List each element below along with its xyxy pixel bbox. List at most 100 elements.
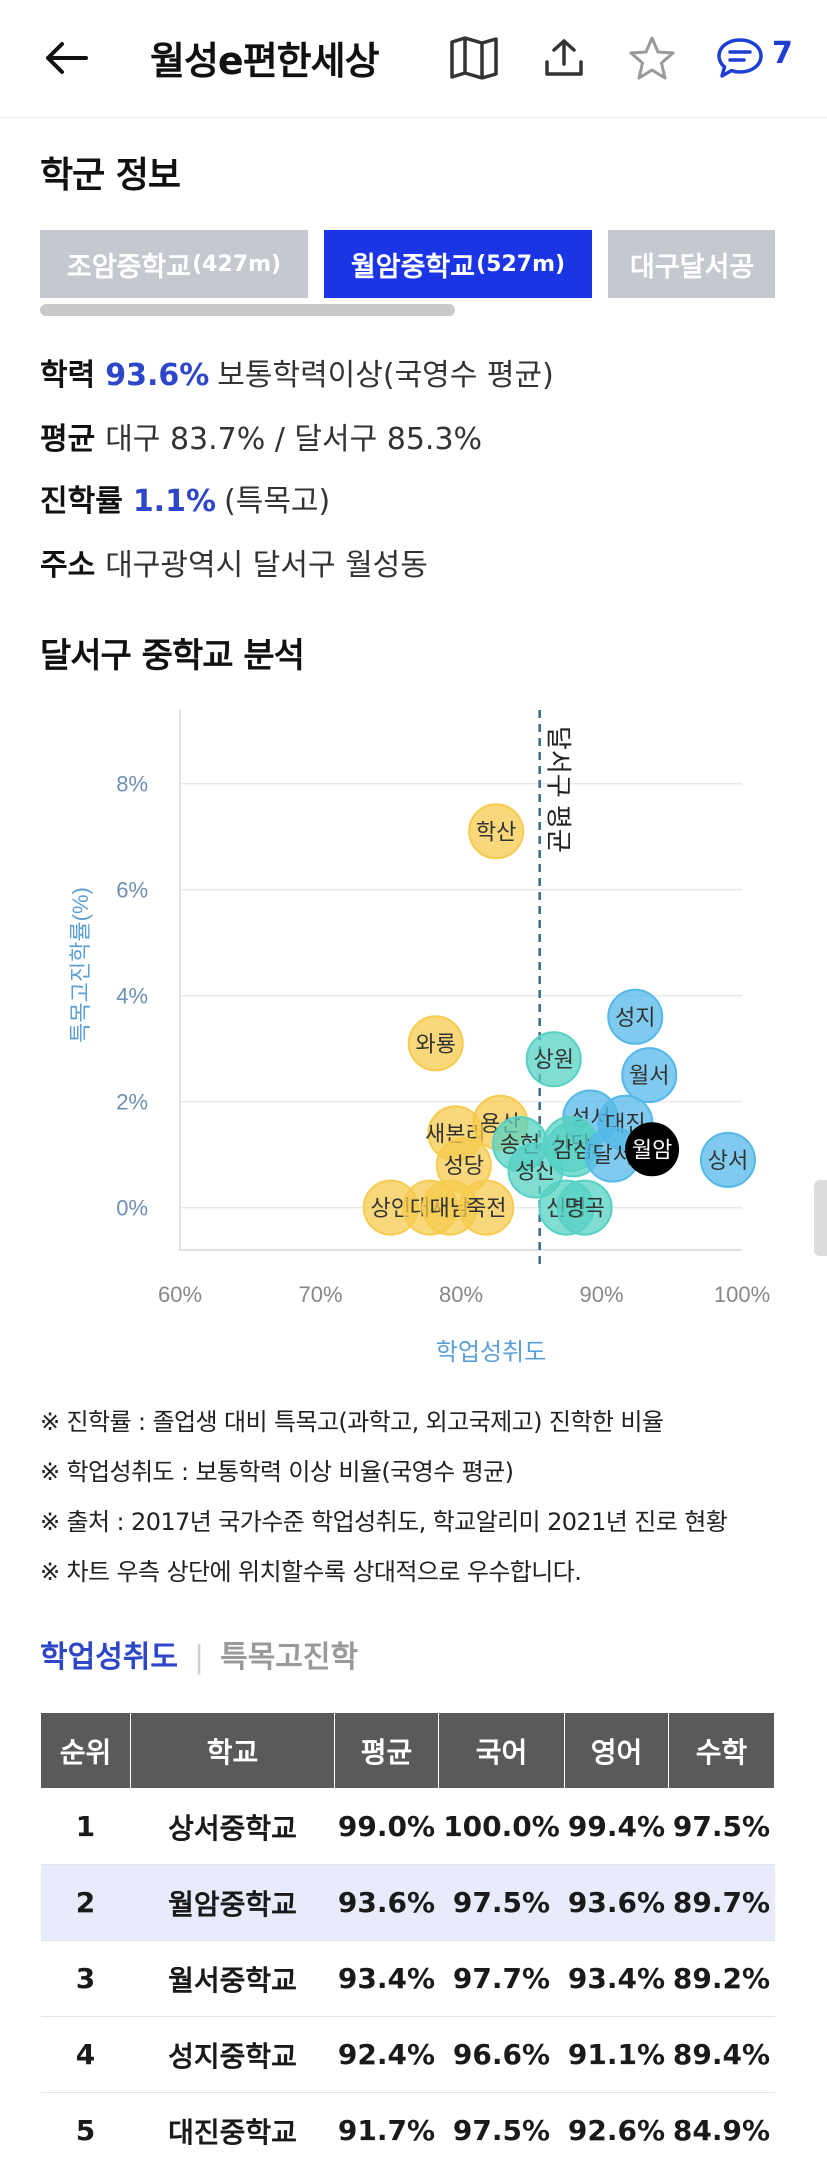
korean-cell: 96.6% xyxy=(438,2016,565,2093)
tab-scrollbar[interactable] xyxy=(40,304,455,316)
english-cell: 93.6% xyxy=(564,1864,669,1941)
table-row[interactable]: 5 대진중학교 91.7% 97.5% 92.6% 84.9% xyxy=(40,2092,775,2161)
tab-school-2[interactable]: 월암중학교 (527m) xyxy=(324,230,592,298)
table-row-highlighted[interactable]: 2 월암중학교 93.6% 97.5% 93.6% 89.7% xyxy=(40,1864,775,1941)
info-row-achievement: 학력 93.6% 보통학력이상(국영수 평균) xyxy=(40,350,554,394)
ranking-subtabs: 학업성취도 | 특목고진학 xyxy=(40,1632,358,1676)
y-tick-label: 0% xyxy=(116,1196,148,1221)
avg-cell: 93.4% xyxy=(334,1940,439,2017)
info-text: 보통학력이상(국영수 평균) xyxy=(217,358,554,393)
y-tick-label: 4% xyxy=(116,984,148,1009)
school-cell: 월암중학교 xyxy=(130,1864,335,1941)
english-cell: 93.4% xyxy=(564,1940,669,2017)
x-tick-label: 80% xyxy=(439,1282,483,1307)
info-row-advancement: 진학률 1.1% (특목고) xyxy=(40,476,330,520)
data-point-label: 월서 xyxy=(629,1063,669,1088)
data-point xyxy=(458,1179,515,1236)
tab-school-1[interactable]: 조암중학교 (427m) xyxy=(40,230,308,298)
x-tick-label: 70% xyxy=(298,1282,342,1307)
data-point-label: 죽전 xyxy=(466,1196,506,1221)
column-header: 순위 xyxy=(40,1712,131,1789)
data-point xyxy=(607,988,664,1045)
rank-cell: 1 xyxy=(40,1788,131,1865)
comment-count: 7 xyxy=(772,36,793,71)
info-text: 대구광역시 달서구 월성동 xyxy=(105,548,428,583)
data-point-label: 학산 xyxy=(476,819,516,844)
column-header: 학교 xyxy=(130,1712,335,1789)
y-tick-label: 2% xyxy=(116,1090,148,1115)
x-axis-label: 학업성취도 xyxy=(436,1339,546,1366)
tab-school-name: 월암중학교 xyxy=(350,251,476,283)
info-row-average: 평균 대구 83.7% / 달서구 85.3% xyxy=(40,414,482,458)
column-header: 국어 xyxy=(438,1712,565,1789)
column-header: 수학 xyxy=(668,1712,775,1789)
data-point xyxy=(625,1122,680,1177)
avg-cell: 93.6% xyxy=(334,1864,439,1941)
analysis-title: 달서구 중학교 분석 xyxy=(40,636,305,676)
back-arrow-icon[interactable] xyxy=(36,28,96,88)
y-tick-label: 6% xyxy=(116,878,148,903)
x-tick-label: 60% xyxy=(158,1282,202,1307)
subtab-achievement[interactable]: 학업성취도 xyxy=(40,1640,178,1675)
x-tick-label: 90% xyxy=(579,1282,623,1307)
english-cell: 99.4% xyxy=(564,1788,669,1865)
tab-school-distance: (427m) xyxy=(192,251,282,277)
share-icon[interactable] xyxy=(534,28,594,88)
tab-school-3[interactable]: 대구달서공 xyxy=(608,230,775,298)
info-key: 학력 xyxy=(40,358,96,393)
data-point xyxy=(699,1131,756,1188)
data-point-label: 상원 xyxy=(533,1047,573,1072)
english-cell: 91.1% xyxy=(564,2016,669,2093)
data-point xyxy=(525,1031,582,1088)
data-point-label: 상서 xyxy=(708,1148,748,1173)
page-title: 월성e편한세상 xyxy=(150,39,380,83)
avg-cell: 91.7% xyxy=(334,2092,439,2161)
korean-cell: 97.7% xyxy=(438,1940,565,2017)
data-point xyxy=(468,803,525,860)
subtab-divider: | xyxy=(194,1640,205,1675)
y-tick-label: 8% xyxy=(116,772,148,797)
note-line: ※ 학업성취도 : 보통학력 이상 비율(국영수 평균) xyxy=(40,1458,514,1486)
math-cell: 89.7% xyxy=(668,1864,775,1941)
table-header-row: 순위 학교 평균 국어 영어 수학 xyxy=(40,1712,775,1789)
note-line: ※ 진학률 : 졸업생 대비 특목고(과학고, 외고국제고) 진학한 비율 xyxy=(40,1408,664,1436)
tab-school-name: 대구달서공 xyxy=(630,251,755,283)
table-row[interactable]: 1 상서중학교 99.0% 100.0% 99.4% 97.5% xyxy=(40,1788,775,1865)
math-cell: 97.5% xyxy=(668,1788,775,1865)
scatter-chart: 0% 2% 4% 6% 8% 60% 70% 80% 90% 100% 학업성취도 특목고진학률(%)… xyxy=(68,710,770,1366)
star-icon[interactable] xyxy=(622,28,682,88)
korean-cell: 100.0% xyxy=(438,1788,565,1865)
rank-cell: 4 xyxy=(40,2016,131,2093)
school-cell: 성지중학교 xyxy=(130,2016,335,2093)
column-header: 평균 xyxy=(334,1712,439,1789)
subtab-special-school[interactable]: 특목고진학 xyxy=(220,1640,359,1675)
english-cell: 92.6% xyxy=(564,2092,669,2161)
reference-line-label: 달서구 평균 xyxy=(544,726,574,853)
rank-cell: 3 xyxy=(40,1940,131,2017)
info-highlight: 1.1% xyxy=(132,484,217,519)
comment-icon[interactable] xyxy=(710,28,770,88)
page-scrollbar[interactable] xyxy=(814,1180,827,1256)
note-line: ※ 차트 우측 상단에 위치할수록 상대적으로 우수합니다. xyxy=(40,1558,582,1586)
x-tick-label: 100% xyxy=(714,1282,770,1307)
ranking-table: 순위 학교 평균 국어 영어 수학 1 상서중학교 99.0% 100.0% 9… xyxy=(40,1712,775,2161)
school-tabs: 조암중학교 (427m) 월암중학교 (527m) 대구달서공 xyxy=(40,230,775,298)
avg-cell: 99.0% xyxy=(334,1788,439,1865)
rank-cell: 5 xyxy=(40,2092,131,2161)
info-key: 주소 xyxy=(40,548,96,583)
note-line: ※ 출처 : 2017년 국가수준 학업성취도, 학교알리미 2021년 진로 … xyxy=(40,1508,728,1536)
data-point-label: 월암 xyxy=(632,1137,672,1162)
data-point xyxy=(407,1015,464,1072)
data-point-label: 명곡 xyxy=(564,1196,604,1221)
korean-cell: 97.5% xyxy=(438,1864,565,1941)
avg-cell: 92.4% xyxy=(334,2016,439,2093)
math-cell: 84.9% xyxy=(668,2092,775,2161)
table-row[interactable]: 3 월서중학교 93.4% 97.7% 93.4% 89.2% xyxy=(40,1940,775,2017)
data-point xyxy=(556,1179,613,1236)
map-book-icon[interactable] xyxy=(444,28,504,88)
table-row[interactable]: 4 성지중학교 92.4% 96.6% 91.1% 89.4% xyxy=(40,2016,775,2093)
school-info-title: 학군 정보 xyxy=(40,155,181,196)
column-header: 영어 xyxy=(564,1712,669,1789)
korean-cell: 97.5% xyxy=(438,2092,565,2161)
data-point-label: 와룡 xyxy=(415,1031,455,1056)
